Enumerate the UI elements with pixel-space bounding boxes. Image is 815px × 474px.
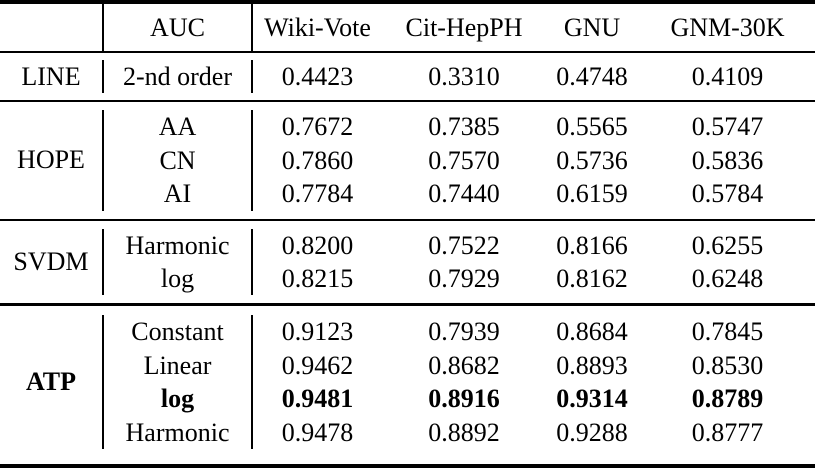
group-name-svdm: SVDM (13, 246, 89, 276)
metric-value: 0.4748 (556, 62, 628, 91)
variant-label-best: log (160, 384, 195, 414)
variant-label: CN (159, 145, 196, 175)
metric-value: 0.7522 (428, 230, 500, 260)
values-col-svdm: 0.8200 0.7522 0.8166 0.6255 0.8215 0.792… (251, 228, 815, 296)
group-name-hope: HOPE (17, 145, 85, 175)
table-header: AUC Wiki-Vote Cit-HepPH GNU GNM-30K (0, 4, 815, 51)
metric-value-best: 0.9314 (556, 384, 628, 414)
rule-top (0, 0, 815, 4)
col-header-gnm-30k: GNM-30K (670, 13, 785, 42)
row-group-line: LINE 2-nd order 0.4423 0.3310 0.4748 0.4… (0, 53, 815, 100)
metric-value: 0.3310 (428, 62, 500, 91)
group-name-line: LINE (21, 61, 81, 91)
col-header-auc: AUC (150, 13, 205, 42)
metric-value: 0.5836 (691, 145, 764, 175)
metric-value: 0.9288 (556, 417, 628, 447)
rule-below-header (0, 51, 815, 53)
rule-below-svdm (0, 303, 815, 307)
metric-value: 0.9123 (281, 317, 354, 347)
rule-below-line (0, 100, 815, 103)
metric-value: 0.7860 (281, 145, 354, 175)
variant-label: Harmonic (125, 230, 230, 260)
header-metric-col: AUC (102, 4, 251, 51)
metric-value: 0.6248 (691, 263, 764, 293)
rule-below-hope (0, 218, 815, 221)
variant-col-atp: Constant Linear log Harmonic (102, 315, 251, 449)
metric-value: 0.8530 (691, 350, 764, 380)
values-col-hope: 0.7672 0.7385 0.5565 0.5747 0.7860 0.757… (251, 110, 815, 211)
metric-value: 0.7929 (428, 263, 500, 293)
metric-value: 0.8166 (556, 230, 628, 260)
variant-label: AA (158, 112, 197, 142)
col-header-cit-hepph: Cit-HepPH (405, 13, 523, 42)
metric-value: 0.5736 (556, 145, 628, 175)
header-dataset-cols: Wiki-Vote Cit-HepPH GNU GNM-30K (251, 4, 815, 51)
row-group-svdm: SVDM Harmonic log 0.8200 0.7522 0.8166 0… (0, 221, 815, 304)
variant-label: Linear (143, 350, 212, 380)
row-group-atp: ATP Constant Linear log Harmonic 0.9123 … (0, 306, 815, 464)
metric-value: 0.7784 (281, 179, 354, 209)
group-name-atp: ATP (25, 367, 77, 397)
metric-value-best: 0.9481 (281, 384, 354, 414)
metric-value-best: 0.8789 (691, 384, 764, 414)
metric-value: 0.5784 (691, 179, 764, 209)
metric-value: 0.4423 (281, 62, 354, 91)
metric-value: 0.6255 (691, 230, 764, 260)
metric-value: 0.4109 (691, 62, 764, 91)
rule-bottom (0, 463, 815, 468)
variant-col-hope: AA CN AI (102, 110, 251, 211)
metric-value: 0.8200 (281, 230, 354, 260)
metric-value: 0.8777 (691, 417, 764, 447)
metric-value: 0.5747 (691, 112, 764, 142)
metric-value: 0.6159 (556, 179, 628, 209)
metric-value: 0.8893 (556, 350, 628, 380)
metric-value: 0.8162 (556, 263, 628, 293)
metric-value: 0.7570 (428, 145, 500, 175)
variant-label: AI (163, 179, 192, 209)
metric-value: 0.8684 (556, 317, 628, 347)
metric-value: 0.8215 (281, 263, 354, 293)
metric-value: 0.8892 (428, 417, 500, 447)
row-group-hope: HOPE AA CN AI 0.7672 0.7385 0.5565 0.574… (0, 102, 815, 218)
col-header-wiki-vote: Wiki-Vote (264, 13, 371, 42)
metric-value-best: 0.8916 (428, 384, 500, 414)
metric-value: 0.9478 (281, 417, 354, 447)
header-corner-cell (0, 4, 102, 51)
metric-value: 0.7672 (281, 112, 354, 142)
values-col-atp: 0.9123 0.7939 0.8684 0.7845 0.9462 0.868… (251, 315, 815, 449)
values-col-line: 0.4423 0.3310 0.4748 0.4109 (251, 60, 815, 94)
variant-label: 2-nd order (122, 62, 232, 91)
metric-value: 0.9462 (281, 350, 354, 380)
metric-value: 0.8682 (428, 350, 500, 380)
variant-label: log (160, 263, 195, 293)
variant-label: Constant (131, 317, 224, 347)
metric-value: 0.7845 (691, 317, 764, 347)
col-header-gnu: GNU (563, 13, 621, 42)
metric-value: 0.5565 (556, 112, 628, 142)
metric-value: 0.7440 (428, 179, 500, 209)
variant-col-svdm: Harmonic log (102, 228, 251, 296)
variant-col-line: 2-nd order (102, 60, 251, 94)
variant-label: Harmonic (125, 417, 230, 447)
metric-value: 0.7385 (428, 112, 500, 142)
metric-value: 0.7939 (428, 317, 500, 347)
